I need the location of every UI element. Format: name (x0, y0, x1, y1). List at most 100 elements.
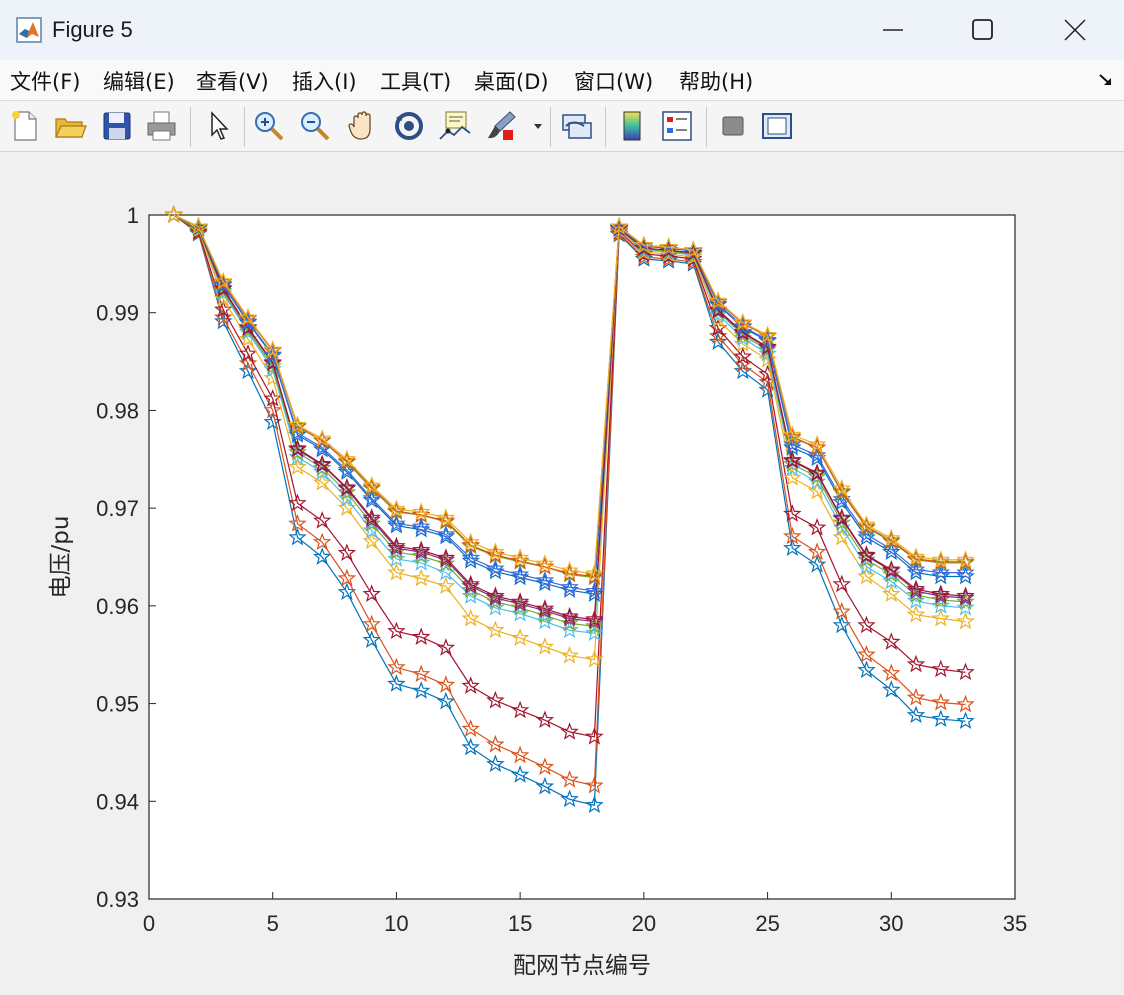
x-axis-label: 配网节点编号 (513, 953, 651, 979)
data-point-marker (708, 332, 728, 350)
data-point-marker (411, 681, 431, 699)
data-point-marker (832, 481, 852, 500)
save-icon[interactable] (100, 109, 134, 143)
data-point-marker (906, 547, 926, 565)
data-point-marker (461, 548, 480, 566)
data-point-marker (931, 562, 951, 581)
data-point-marker (238, 344, 258, 362)
data-point-marker (312, 429, 332, 447)
data-point-marker (486, 558, 505, 577)
data-point-marker (585, 609, 604, 628)
series-line (173, 214, 966, 575)
data-point-marker (832, 527, 852, 546)
data-point-marker (783, 434, 802, 453)
minimize-button[interactable] (848, 0, 938, 60)
data-point-marker (461, 535, 480, 554)
colorbar-icon[interactable] (615, 109, 649, 143)
x-axis: 0 5 10 15 20 25 30 35 (143, 892, 1027, 936)
y-tick-label: 0.93 (96, 887, 139, 912)
data-point-marker (857, 660, 876, 679)
data-point-marker (288, 514, 307, 532)
pan-icon[interactable] (346, 109, 380, 143)
maximize-button[interactable] (938, 0, 1028, 60)
close-button[interactable] (1030, 0, 1120, 60)
data-point-marker (931, 709, 951, 728)
data-point-marker (585, 649, 604, 668)
data-point-marker (783, 425, 802, 443)
new-figure-icon[interactable] (8, 109, 42, 143)
hide-plot-tools-icon[interactable] (716, 109, 750, 143)
toolbar-separator (706, 107, 707, 147)
dock-arrow-icon[interactable] (1098, 72, 1114, 88)
data-point-marker (486, 754, 505, 773)
y-tick-label: 0.96 (96, 594, 139, 619)
data-point-marker (956, 662, 975, 681)
toolbar-separator (190, 107, 191, 147)
data-point-marker (436, 638, 456, 656)
figure-toolbar (0, 101, 1124, 152)
link-plot-icon[interactable] (560, 109, 594, 143)
menu-insert[interactable]: 插入(I) (292, 70, 357, 94)
data-point-marker (486, 598, 505, 616)
chevron-down-icon[interactable] (530, 109, 546, 143)
data-point-marker (956, 611, 975, 630)
data-point-marker (387, 536, 406, 555)
y-tick-label: 0.94 (96, 789, 139, 814)
data-point-marker (288, 447, 307, 466)
data-point-marker (956, 550, 975, 568)
data-point-marker (411, 627, 431, 645)
data-point-marker (238, 353, 258, 372)
data-point-marker (585, 563, 604, 582)
menu-desktop[interactable]: 桌面(D) (474, 70, 549, 94)
legend-icon[interactable] (660, 109, 694, 143)
data-point-marker (213, 278, 233, 297)
data-point-marker (337, 477, 357, 496)
rotate-3d-icon[interactable] (392, 109, 426, 143)
menu-tools[interactable]: 工具(T) (380, 70, 452, 94)
menu-edit[interactable]: 编辑(E) (103, 70, 175, 94)
zoom-out-icon[interactable] (298, 109, 332, 143)
data-point-marker (263, 356, 282, 375)
x-tick-label: 25 (755, 911, 779, 936)
data-point-marker (461, 574, 480, 593)
data-point-marker (213, 307, 233, 326)
menu-file[interactable]: 文件(F) (10, 70, 81, 94)
toolbar-separator (605, 107, 606, 147)
data-point-marker (535, 611, 555, 630)
data-point-marker (585, 566, 604, 585)
menu-help[interactable]: 帮助(H) (679, 70, 754, 94)
data-point-marker (832, 517, 852, 536)
menu-window[interactable]: 窗口(W) (574, 70, 654, 94)
data-point-marker (461, 532, 480, 551)
data-point-marker (337, 449, 357, 468)
x-tick-label: 15 (508, 911, 532, 936)
plot-area[interactable]: 0 5 10 15 20 25 30 35 0.930.940.950.960.970.980… (0, 152, 1124, 995)
data-point-marker (882, 542, 901, 560)
zoom-in-icon[interactable] (252, 109, 286, 143)
data-point-marker (783, 458, 802, 476)
data-point-marker (560, 645, 579, 664)
data-cursor-icon[interactable] (438, 109, 472, 143)
data-point-marker (832, 508, 852, 526)
brush-icon[interactable] (484, 109, 518, 143)
data-point-marker (832, 601, 852, 620)
data-point-marker (956, 566, 975, 585)
data-point-marker (931, 590, 951, 608)
menu-view[interactable]: 查看(V) (196, 70, 269, 94)
data-point-marker (807, 445, 827, 464)
data-point-marker (213, 271, 233, 290)
data-point-marker (560, 770, 579, 788)
data-point-marker (733, 346, 753, 365)
data-point-marker (560, 722, 579, 740)
pointer-icon[interactable] (203, 109, 237, 143)
data-point-marker (510, 745, 530, 764)
show-plot-tools-icon[interactable] (760, 109, 794, 143)
data-point-marker (807, 472, 827, 490)
data-point-marker (807, 463, 827, 481)
data-point-marker (411, 502, 431, 520)
open-file-icon[interactable] (53, 109, 87, 143)
x-tick-label: 30 (879, 911, 903, 936)
data-point-marker (411, 505, 431, 523)
print-icon[interactable] (145, 109, 179, 143)
data-point-marker (461, 719, 480, 737)
